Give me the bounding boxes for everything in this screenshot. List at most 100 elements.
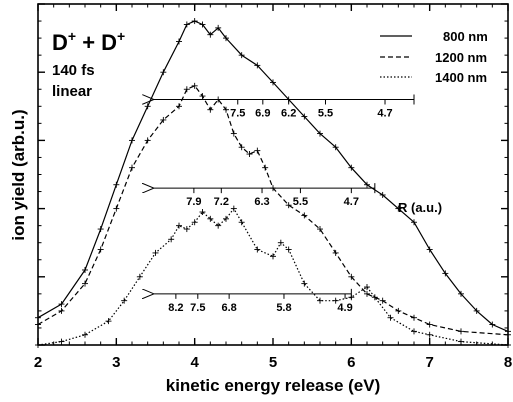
data-point-800nm [223,35,229,42]
data-point-800nm [317,130,323,137]
data-point-1200nm [317,226,323,233]
data-point-1400nm [332,297,339,304]
data-point-1200nm [364,290,370,297]
data-point-800nm [364,181,370,188]
data-point-800nm [458,290,464,297]
data-point-800nm [411,219,417,226]
data-point-800nm [270,79,276,86]
species-annotation: D+ + D+ [52,28,125,55]
data-point-1200nm [348,273,355,280]
data-point-1400nm [168,236,175,243]
data-point-800nm [215,24,222,31]
r-tick-label-1400nm: 7.5 [190,302,205,314]
data-point-800nm [395,205,402,212]
data-point-800nm [301,113,308,120]
data-point-1200nm [254,147,261,154]
data-point-1400nm [191,219,198,226]
data-point-800nm [144,103,151,110]
data-point-1400nm [426,331,433,338]
data-point-1200nm [379,297,386,304]
data-point-1400nm [223,215,229,222]
r-tick-label-800nm: 5.5 [318,107,333,119]
r-axis-unit-label: R (a.u.) [398,200,442,215]
data-point-800nm [489,321,496,328]
data-point-1200nm [262,164,269,171]
r-tick-label-1200nm: 7.2 [214,196,229,208]
data-point-1200nm [144,137,151,144]
data-point-1200nm [458,328,464,335]
data-point-1200nm [191,82,198,89]
data-point-1400nm [301,280,308,287]
data-point-1400nm [207,215,214,222]
data-point-800nm [207,31,214,38]
r-tick-label-800nm: 4.7 [377,107,392,119]
data-point-1200nm [183,86,190,93]
data-point-1200nm [395,307,402,314]
data-point-1200nm [285,202,292,209]
x-tick-label: 2 [34,354,42,371]
data-point-1400nm [82,331,88,338]
data-point-800nm [82,266,88,273]
r-tick-label-1400nm: 4.9 [337,302,352,314]
data-point-1200nm [223,106,229,113]
data-point-1200nm [97,246,104,253]
data-point-800nm [113,181,120,188]
data-point-800nm [58,301,65,308]
data-point-800nm [183,21,190,28]
data-point-1400nm [136,273,143,280]
data-point-1400nm [387,314,394,321]
data-point-1200nm [301,212,308,219]
x-tick-label: 4 [190,354,199,371]
data-point-1200nm [246,151,253,158]
data-point-1200nm [426,321,433,328]
data-point-800nm [442,270,449,277]
polarization-annotation: linear [52,83,92,100]
data-point-800nm [379,191,386,198]
legend-label-1400nm: 1400 nm [435,70,487,85]
x-tick-label: 7 [425,354,433,371]
r-tick-label-1200nm: 6.3 [254,196,269,208]
data-point-1400nm [183,226,190,233]
data-point-1400nm [317,297,323,304]
data-point-800nm [332,144,339,151]
data-point-1400nm [254,246,261,253]
data-point-1400nm [121,297,128,304]
data-point-800nm [238,52,245,59]
data-point-1200nm [129,164,135,171]
r-tick-label-1400nm: 8.2 [168,302,183,314]
data-point-1400nm [364,284,370,291]
data-point-800nm [129,137,135,144]
data-point-1400nm [152,249,159,256]
data-point-1400nm [270,253,276,260]
data-point-1400nm [277,239,284,246]
data-point-1400nm [371,294,378,301]
r-tick-label-1400nm: 5.8 [276,302,291,314]
data-point-1400nm [238,219,245,226]
series-line-1400nm [37,208,509,346]
data-point-800nm [348,164,355,171]
data-point-800nm [191,18,198,25]
data-point-800nm [199,21,206,28]
data-point-800nm [254,62,261,69]
data-point-1400nm [105,318,112,325]
r-tick-label-1200nm: 4.7 [344,196,359,208]
data-point-1200nm [58,307,65,314]
legend: 800 nm 1200 nm 1400 nm [380,29,488,85]
tick-layer: 2 3 4 5 6 7 8 [34,3,512,371]
legend-label-800nm: 800 nm [443,29,488,44]
x-axis-title: kinetic energy release (eV) [166,376,381,395]
data-point-1200nm [160,116,167,123]
series-line-800nm [37,20,509,332]
data-point-1400nm [285,246,292,253]
data-point-1400nm [215,222,222,229]
pulse-duration-annotation: 140 fs [52,62,95,79]
data-point-1200nm [332,249,339,256]
data-point-1200nm [411,314,417,321]
data-point-1200nm [230,130,237,137]
data-point-1200nm [238,144,245,151]
x-tick-label: 8 [504,354,512,371]
data-point-1400nm [199,209,206,216]
data-point-800nm [97,226,104,233]
series-layer [35,18,511,348]
